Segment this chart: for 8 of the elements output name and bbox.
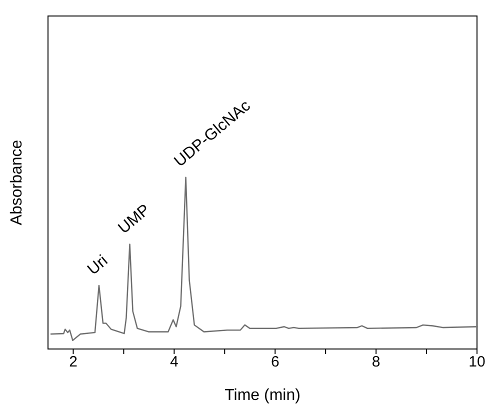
x-tick-label: 2 <box>69 354 78 371</box>
y-axis-title: Absorbance <box>8 140 26 226</box>
x-tick-label: 10 <box>468 354 486 371</box>
x-axis-title: Time (min) <box>224 387 300 404</box>
annotation: Uri <box>84 252 112 279</box>
x-tick-label: 8 <box>372 354 380 371</box>
x-tick-label: 4 <box>170 354 178 371</box>
x-tick-label: 6 <box>270 354 280 371</box>
